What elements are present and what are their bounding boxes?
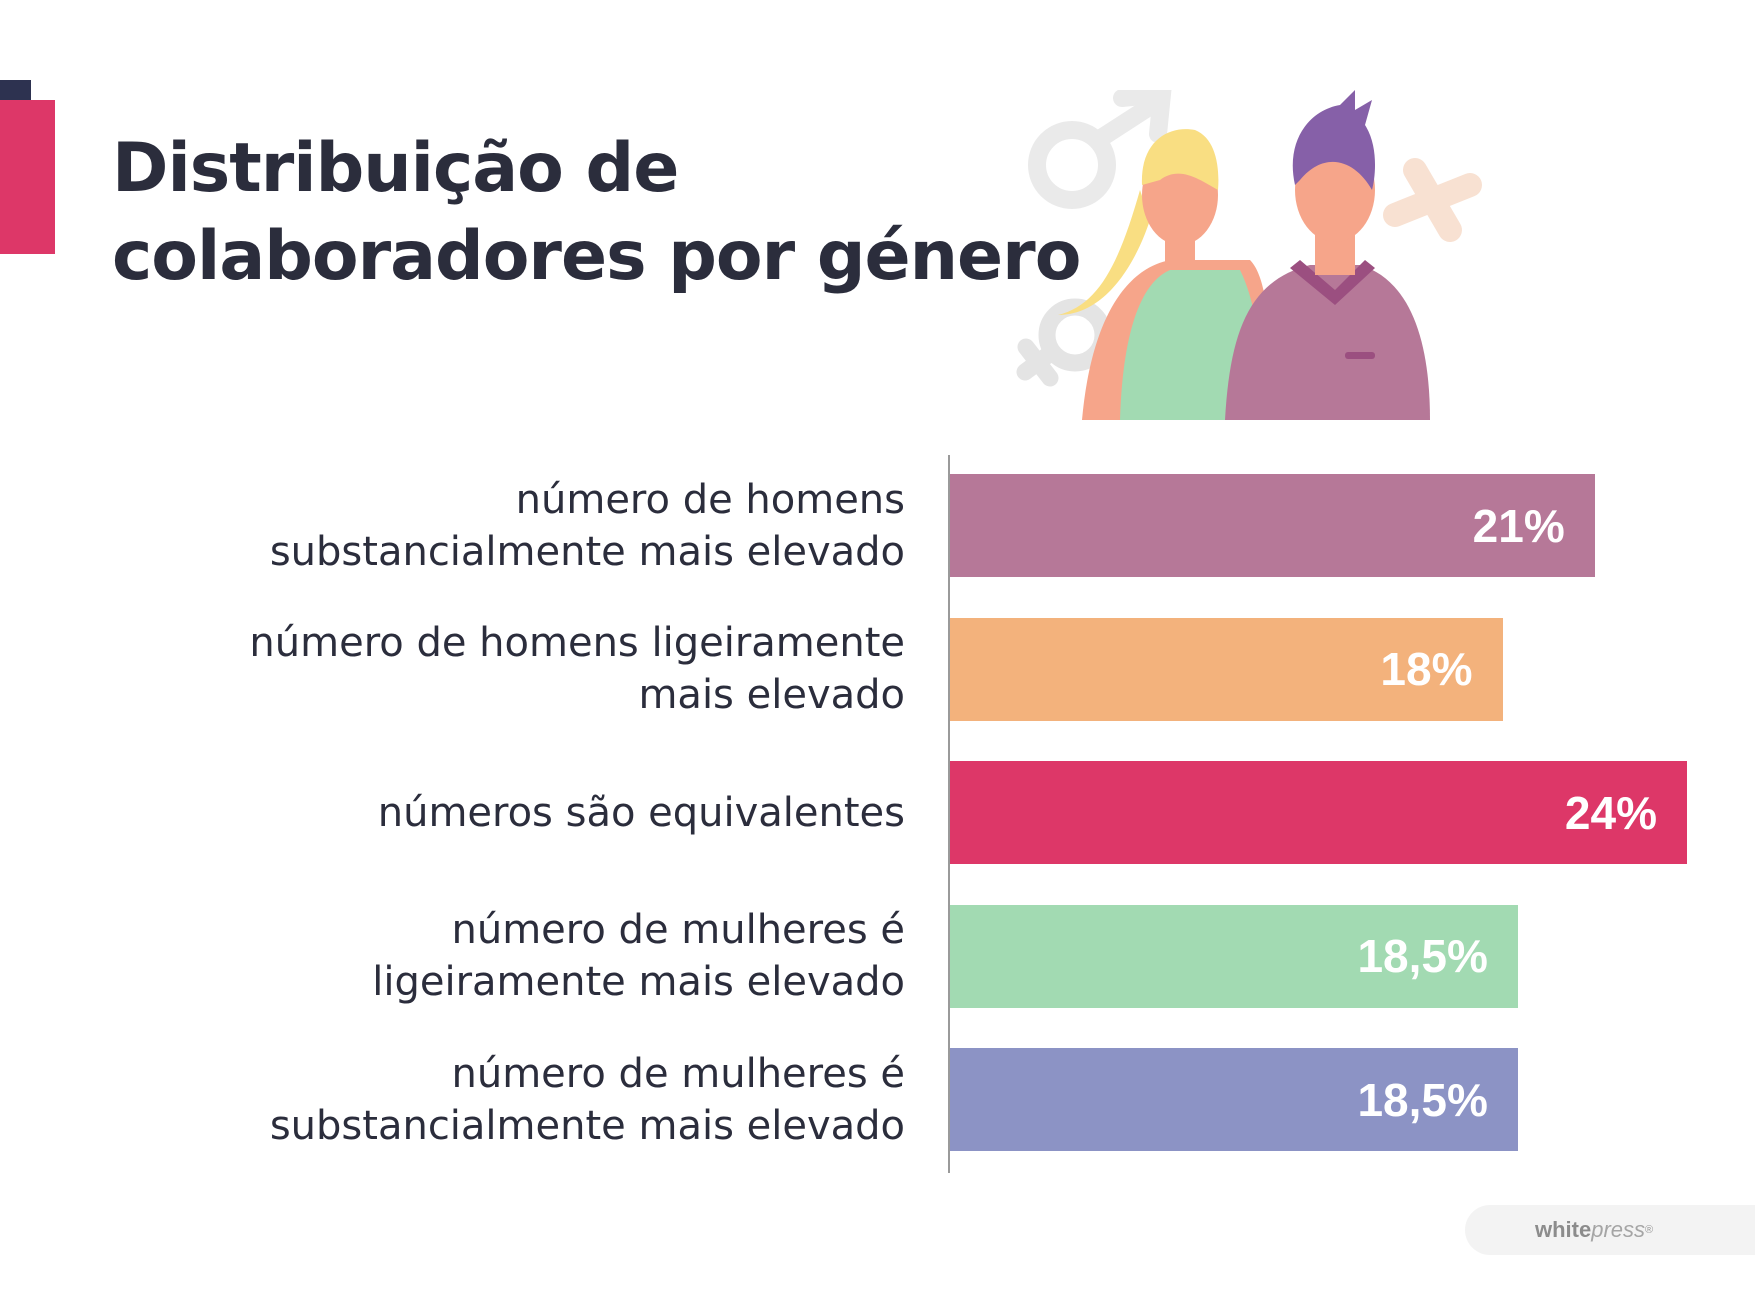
gender-illustration xyxy=(1016,90,1482,420)
category-label: número de mulheres é substancialmente ma… xyxy=(269,1050,905,1149)
bar: 18,5% xyxy=(949,1048,1518,1151)
male-symbol-icon xyxy=(1028,90,1172,209)
category-label: número de homens substancialmente mais e… xyxy=(269,476,905,575)
bar-value-label: 18% xyxy=(1380,643,1473,695)
title-line-1: Distribuição de xyxy=(112,129,679,208)
bar: 18,5% xyxy=(949,904,1518,1008)
bar-value-label: 21% xyxy=(1472,499,1565,552)
brand-logo: white press ® xyxy=(1465,1205,1755,1255)
category-axis-line xyxy=(948,455,950,1173)
accent-decoration xyxy=(0,100,55,254)
title-line-2: colaboradores por género xyxy=(112,217,1081,296)
accent-decoration-top xyxy=(0,80,31,100)
bar: 18% xyxy=(949,617,1503,721)
bar-value-label: 18,5% xyxy=(1357,930,1488,982)
category-label: número de mulheres é ligeiramente mais e… xyxy=(372,907,905,1005)
plus-symbol-icon xyxy=(1383,158,1482,242)
bar: 21% xyxy=(949,474,1595,577)
bar-value-label: 24% xyxy=(1564,786,1657,839)
bar: 24% xyxy=(949,761,1687,864)
bar-value-label: 18,5% xyxy=(1357,1073,1488,1126)
chart-title: Distribuição de colaboradores por género xyxy=(112,125,1081,301)
brand-press: press xyxy=(1591,1217,1646,1242)
woman-figure xyxy=(1058,129,1270,420)
man-figure xyxy=(1225,90,1430,420)
category-label: número de homens ligeiramente mais eleva… xyxy=(249,620,905,718)
brand-white: white xyxy=(1535,1217,1592,1242)
category-label: números são equivalentes xyxy=(377,789,905,836)
brand-registered: ® xyxy=(1645,1224,1654,1236)
